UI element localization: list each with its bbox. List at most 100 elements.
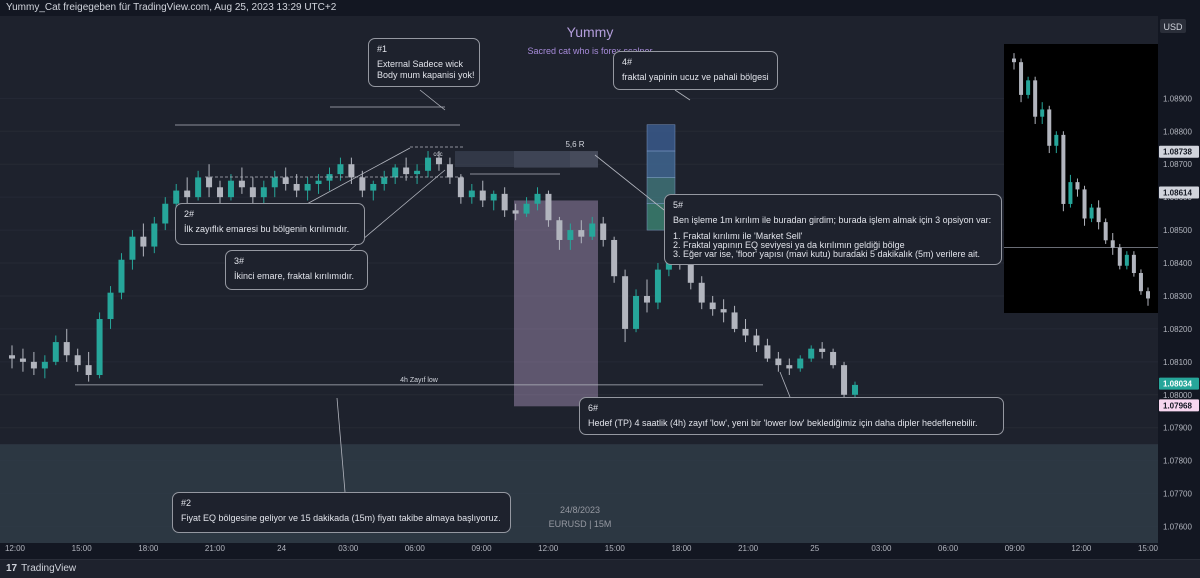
inset-candle-body [1019, 62, 1024, 95]
annotation-2[interactable]: 2# İlk zayıflık emaresi bu bölgenin kırı… [175, 203, 365, 245]
candle-body [556, 220, 563, 240]
chart-title: Yummy [566, 24, 614, 40]
chart-canvas[interactable]: 4h Zayıf low 5,6 R coc 1.08900 1.08800 1.087… [0, 16, 1200, 559]
time-tick-label: 24 [277, 544, 286, 553]
inset-candle-body [1068, 182, 1073, 204]
inset-candle-body [1096, 207, 1101, 223]
candle-body [370, 183, 377, 191]
candle-body [41, 361, 48, 369]
annotation-connector [674, 89, 691, 101]
candles-main [9, 151, 858, 405]
annotation-6-line: Hedef (TP) 4 saatlik (4h) zayıf 'low', y… [588, 418, 978, 428]
candle-body [238, 180, 245, 188]
price-label-value: 1.08614 [1163, 189, 1192, 198]
attribution-text: Yummy_Cat freigegeben für TradingView.co… [6, 2, 337, 13]
fractal-zone-band [646, 124, 676, 152]
bottom-bar: 17 TradingView [0, 559, 1200, 578]
annotation-2-number: 2# [184, 209, 195, 219]
price-tick-label: 1.08400 [1163, 259, 1192, 268]
candle-body [271, 177, 278, 188]
annotation-connector [349, 169, 446, 251]
annotation-1-line: Body mum kapanisi yok! [377, 70, 475, 80]
candle-body [304, 183, 311, 191]
time-tick-label: 06:00 [405, 544, 426, 553]
price-label-badge [1159, 145, 1199, 158]
candle-body [425, 157, 432, 171]
candle-body [403, 167, 410, 175]
annotation-6[interactable]: 6# Hedef (TP) 4 saatlik (4h) zayıf 'low'… [579, 397, 1004, 435]
annotation-7[interactable]: #2 Fiyat EQ bölgesine geliyor ve 15 daki… [172, 492, 511, 533]
candle-body [326, 174, 333, 181]
candle-body [337, 164, 344, 175]
time-axis[interactable]: 12:00 15:00 18:00 21:00 24 03:00 06:00 09:00 12:… [5, 544, 1159, 553]
coc-label: coc [433, 152, 442, 158]
annotation-5-line: 2. Fraktal yapının EQ seviyesi ya da kır… [673, 240, 905, 250]
time-tick-label: 03:00 [871, 544, 892, 553]
candle-body [534, 193, 541, 204]
candle-body [600, 223, 607, 240]
inset-candle-body [1131, 254, 1136, 274]
range-box [455, 151, 570, 168]
time-tick-label: 18:00 [138, 544, 159, 553]
candle-body [775, 358, 782, 366]
currency-badge[interactable] [1160, 19, 1186, 33]
candle-body [435, 157, 442, 165]
price-label-value: 1.07968 [1163, 401, 1192, 410]
candle-body [852, 384, 858, 395]
candle-body [162, 203, 169, 224]
candle-body [173, 190, 180, 204]
annotation-connector [594, 154, 665, 211]
inset-candle-body [1040, 109, 1045, 117]
candle-body [819, 348, 826, 352]
inset-candle-body [1103, 222, 1108, 241]
price-tick-label: 1.08000 [1163, 391, 1192, 400]
tradingview-brand: TradingView [21, 563, 77, 574]
annotation-4-number: 4# [622, 57, 633, 67]
inset-candle-body [1061, 134, 1066, 204]
candle-body [457, 177, 464, 198]
tradingview-logo-icon: 17 [6, 563, 18, 574]
risk-reward-label: 5,6 R [565, 140, 584, 149]
candle-body [654, 269, 661, 303]
price-axis-background[interactable] [1158, 16, 1200, 543]
candle-body [841, 365, 848, 395]
annotation-1[interactable]: #1 External Sadece wick Body mum kapanis… [368, 38, 480, 87]
annotation-3[interactable]: 3# İkinci emare, fraktal kırılımıdır. [225, 250, 368, 290]
annotation-1-number: #1 [377, 44, 388, 54]
tradingview-logo[interactable]: 17 TradingView [6, 563, 76, 574]
annotation-7-number: #2 [181, 498, 192, 508]
candle-body [797, 358, 804, 369]
inset-candle-body [1082, 189, 1087, 219]
annotation-1-line: External Sadece wick [377, 59, 464, 69]
annotation-2-line: İlk zayıflık emaresi bu bölgenin kırılım… [184, 224, 350, 234]
price-axis[interactable]: 1.089001.088001.087001.086001.085001.084… [1159, 94, 1199, 532]
inset-candle-body [1124, 254, 1129, 266]
time-tick-label: 15:00 [605, 544, 626, 553]
annotation-connector [419, 89, 446, 111]
watermark-date: 24/8/2023 [559, 505, 601, 515]
candle-body [85, 365, 92, 376]
candle-body [808, 348, 815, 359]
candle-body [381, 177, 388, 184]
candle-body [19, 358, 26, 362]
candle-body [446, 164, 453, 178]
annotation-3-line: İkinci emare, fraktal kırılımıdır. [234, 271, 355, 281]
price-label-value: 1.08034 [1163, 380, 1192, 389]
candle-body [622, 276, 629, 329]
price-tick-label: 1.07700 [1163, 490, 1192, 499]
annotation-5[interactable]: 5# Ben işleme 1m kırılım ile buradan gir… [664, 194, 1002, 265]
annotation-5-line: 3. Eğer var ise, 'floor' yapısı (mavi ku… [673, 249, 981, 259]
candle-body [512, 210, 519, 214]
candle-body [753, 335, 760, 346]
annotation-4[interactable]: 4# fraktal yapinin ucuz ve pahali bölges… [613, 51, 778, 90]
candle-body [523, 203, 530, 214]
inset-candle-body [1138, 273, 1143, 292]
inset-candle-body [1117, 247, 1122, 266]
time-tick-label: 09:00 [472, 544, 493, 553]
inset-candle-body [1033, 80, 1038, 117]
watermark-symbol: EURUSD | 15M [548, 519, 612, 529]
candle-body [63, 342, 70, 356]
annotation-4-line: fraktal yapinin ucuz ve pahali bölgesi [622, 72, 769, 82]
inset-candle-body [1146, 291, 1150, 299]
candle-body [633, 295, 640, 329]
